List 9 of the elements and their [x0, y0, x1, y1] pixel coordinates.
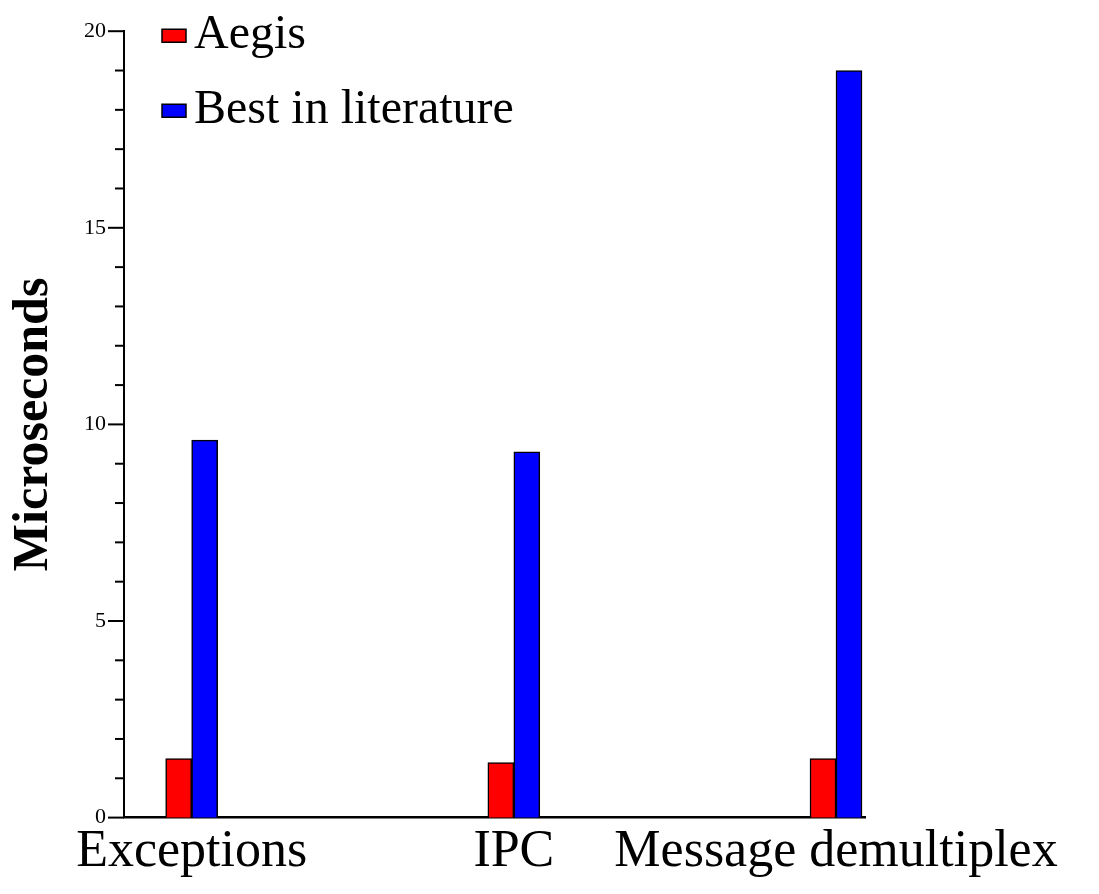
- legend-label: Best in literature: [194, 79, 514, 133]
- y-tick-label: 5: [95, 606, 106, 632]
- x-tick-label: IPC: [473, 820, 555, 878]
- y-tick-label: 20: [84, 16, 106, 42]
- y-tick-label: 15: [84, 213, 106, 239]
- y-axis-title: Microseconds: [1, 277, 58, 572]
- y-tick-label: 10: [84, 410, 106, 436]
- x-tick-label: Message demultiplex: [614, 820, 1058, 878]
- legend-label: Aegis: [194, 4, 306, 58]
